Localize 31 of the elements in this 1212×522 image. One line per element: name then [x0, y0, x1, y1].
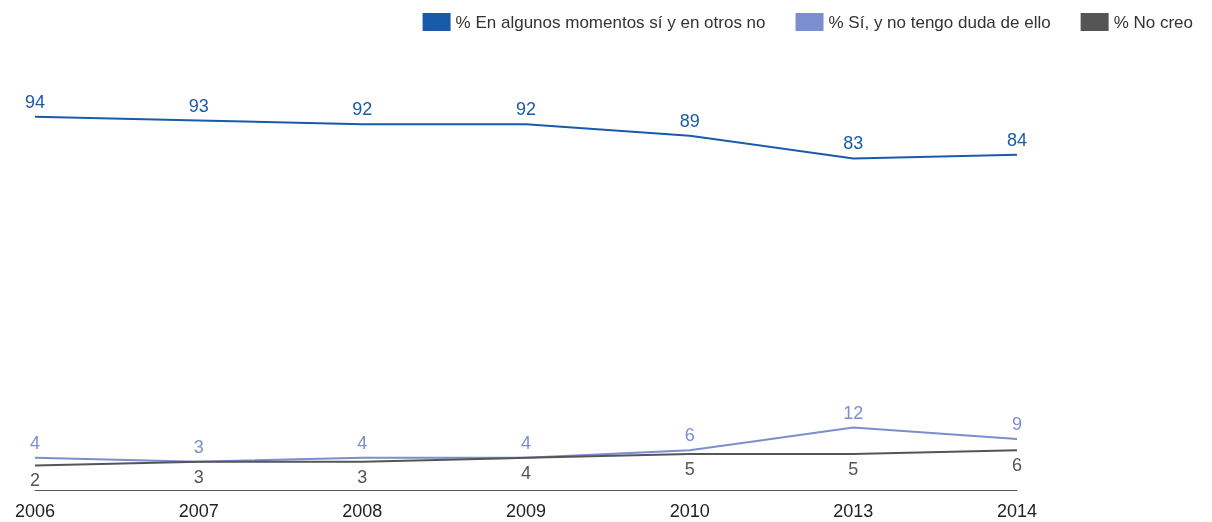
x-tick-label: 2007 [178, 501, 219, 521]
data-label: 5 [848, 459, 859, 480]
data-label: 89 [679, 110, 700, 131]
data-label: 4 [520, 432, 532, 453]
data-label: 3 [193, 466, 204, 487]
x-tick-label: 2008 [342, 501, 383, 521]
data-label: 3 [357, 466, 368, 487]
data-label: 3 [193, 436, 204, 457]
data-label: 9 [1011, 413, 1023, 434]
data-label: 92 [515, 99, 537, 120]
data-label: 6 [684, 425, 695, 446]
legend-label: % En algunos momentos sí y en otros no [455, 12, 766, 32]
data-label: 4 [520, 462, 532, 483]
data-label: 93 [188, 95, 209, 116]
data-label: 92 [352, 99, 373, 120]
data-label: 5 [684, 459, 695, 480]
x-tick-label: 2006 [14, 501, 56, 521]
x-tick-label: 2010 [669, 501, 710, 521]
x-tick-label: 2014 [996, 501, 1038, 521]
data-label: 4 [357, 432, 368, 453]
x-tick-label: 2009 [505, 501, 547, 521]
legend-label: % Sí, y no tengo duda de ello [828, 12, 1051, 32]
data-label: 2 [29, 470, 41, 491]
data-label: 12 [843, 402, 864, 423]
x-tick-label: 2013 [833, 501, 874, 521]
data-label: 84 [1006, 129, 1028, 150]
data-label: 94 [24, 91, 46, 112]
data-label: 83 [843, 133, 864, 154]
data-label: 6 [1011, 455, 1023, 476]
data-label: 4 [29, 432, 41, 453]
legend-label: % No creo [1113, 12, 1194, 32]
